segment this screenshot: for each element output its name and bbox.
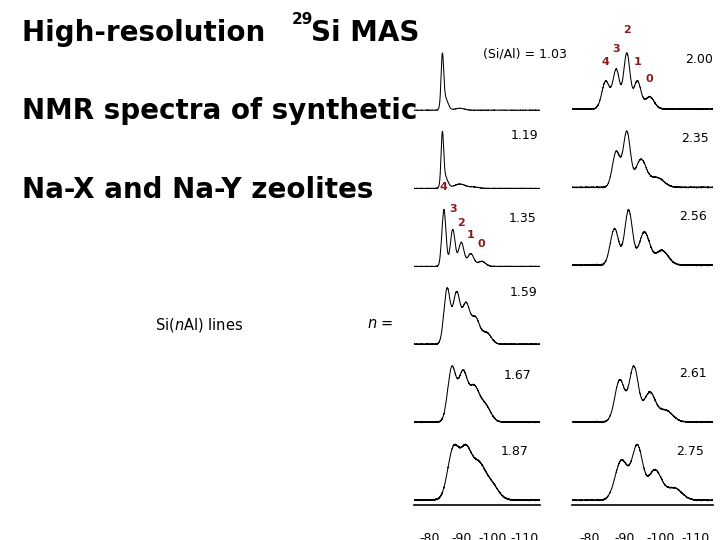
Text: 1.87: 1.87	[501, 445, 528, 458]
Text: -80: -80	[420, 532, 440, 540]
Text: 4: 4	[602, 57, 610, 66]
Text: 29: 29	[292, 12, 313, 27]
Text: -90: -90	[615, 532, 635, 540]
Text: $n$ =: $n$ =	[367, 316, 394, 331]
Text: 3: 3	[613, 44, 620, 54]
Text: 2: 2	[623, 25, 631, 35]
Text: 1.35: 1.35	[508, 212, 536, 225]
Text: NMR spectra of synthetic: NMR spectra of synthetic	[22, 97, 417, 125]
Text: -90: -90	[451, 532, 472, 540]
Text: 2.35: 2.35	[680, 132, 708, 145]
Text: -110: -110	[681, 532, 709, 540]
Text: 2.61: 2.61	[680, 367, 707, 380]
Text: 1.67: 1.67	[503, 369, 531, 382]
Text: (Si/Al) = 1.03: (Si/Al) = 1.03	[483, 48, 567, 61]
Text: Na-X and Na-Y zeolites: Na-X and Na-Y zeolites	[22, 176, 373, 204]
Text: 2: 2	[457, 218, 465, 228]
Text: -110: -110	[510, 532, 539, 540]
Text: 1.59: 1.59	[510, 286, 538, 299]
Text: 2.56: 2.56	[679, 210, 707, 223]
Text: 2.00: 2.00	[685, 53, 713, 66]
Text: 3: 3	[449, 204, 456, 214]
Text: 1: 1	[634, 57, 642, 66]
Text: 4: 4	[440, 182, 448, 192]
Text: 1.19: 1.19	[511, 129, 539, 142]
Text: -80: -80	[580, 532, 600, 540]
Text: 0: 0	[478, 239, 485, 249]
Text: Si MAS: Si MAS	[311, 19, 420, 47]
Text: Si($n$Al) lines: Si($n$Al) lines	[155, 316, 243, 334]
Text: 2.75: 2.75	[676, 445, 704, 458]
Text: 1: 1	[467, 231, 474, 240]
Text: High-resolution: High-resolution	[22, 19, 274, 47]
Text: -100: -100	[646, 532, 675, 540]
Text: 0: 0	[646, 74, 654, 84]
Text: -100: -100	[479, 532, 507, 540]
